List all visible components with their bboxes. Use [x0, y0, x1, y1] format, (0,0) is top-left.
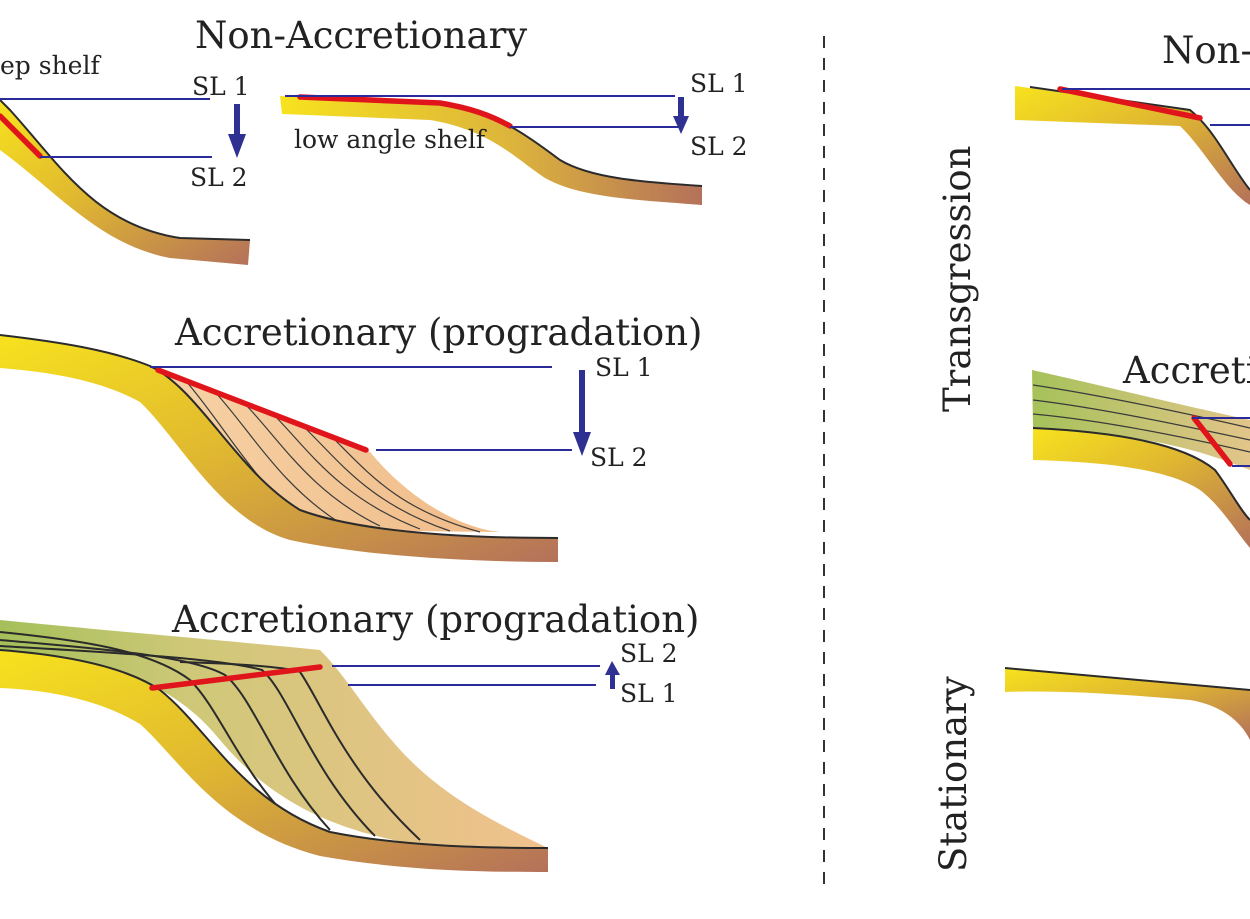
right-shelf-edge-3 [1004, 667, 1250, 691]
panel-title-accretionary-2: Accretionary (progradation) [171, 598, 699, 641]
right-shelf-edge-2 [1032, 427, 1250, 521]
right-shelf-body-3 [1005, 668, 1250, 740]
prograding-wedge [158, 368, 500, 532]
stationary-label: Stationary [932, 676, 975, 872]
panel-non-accretionary: Non-Accretionary ep shelf SL 1 SL 2 low … [0, 14, 748, 265]
transgression-label: Transgression [936, 146, 979, 412]
steep-shelf-label: ep shelf [0, 51, 101, 80]
sl2-label-3: SL 2 [620, 639, 678, 668]
sl2-label-a: SL 2 [190, 163, 248, 192]
wedge-clinoforms [184, 379, 481, 533]
sl2-label-b: SL 2 [690, 132, 748, 161]
arrow-down-icon [228, 104, 246, 158]
sl1-label-3: SL 1 [620, 679, 678, 708]
shelf-body-3 [0, 650, 548, 872]
low-angle-shelf-label: low angle shelf [294, 125, 487, 154]
sl2-label-2: SL 2 [590, 443, 648, 472]
right-title-accretionary: Accretio [1122, 349, 1250, 392]
arrow-up-icon [605, 661, 620, 689]
shelf-body-2 [0, 335, 558, 562]
right-red-segment-1 [1057, 86, 1203, 121]
panel-title-accretionary-1: Accretionary (progradation) [174, 311, 702, 354]
shelf-edge-3 [0, 649, 549, 849]
wedge-clinoforms [0, 631, 421, 841]
right-shelf-edge-1 [1029, 86, 1250, 191]
right-wedge [1032, 370, 1250, 470]
sl1-label-a: SL 1 [192, 72, 250, 101]
panel-title-non-accretionary: Non-Accretionary [195, 14, 527, 57]
steep-shelf-edge [0, 99, 251, 241]
sl1-label-2: SL 1 [595, 353, 653, 382]
panel-accretionary-progradation-fall: Accretionary (progradation) SL 1 SL 2 [0, 311, 702, 562]
panel-accretionary-progradation-rise: Accretionary (progradation) SL 2 SL 1 [0, 598, 699, 872]
shelf-red-segment-2 [155, 367, 369, 453]
low-angle-shelf-red-segment [297, 94, 513, 129]
right-red-segment-2 [1191, 415, 1233, 467]
arrow-down-icon [573, 370, 591, 456]
steep-shelf-red-segment [0, 113, 43, 159]
steep-shelf-body [0, 100, 250, 265]
low-angle-shelf-body [280, 96, 702, 205]
shelf-red-segment-3 [149, 664, 323, 691]
right-panels: Transgression Stationary Non- Accretio [932, 29, 1250, 872]
right-title-non-accretionary: Non- [1162, 29, 1250, 72]
sl1-label-b: SL 1 [690, 69, 748, 98]
arrow-down-icon [673, 97, 689, 134]
shelf-edge-2 [0, 334, 559, 539]
right-wedge-layers [1032, 384, 1250, 453]
